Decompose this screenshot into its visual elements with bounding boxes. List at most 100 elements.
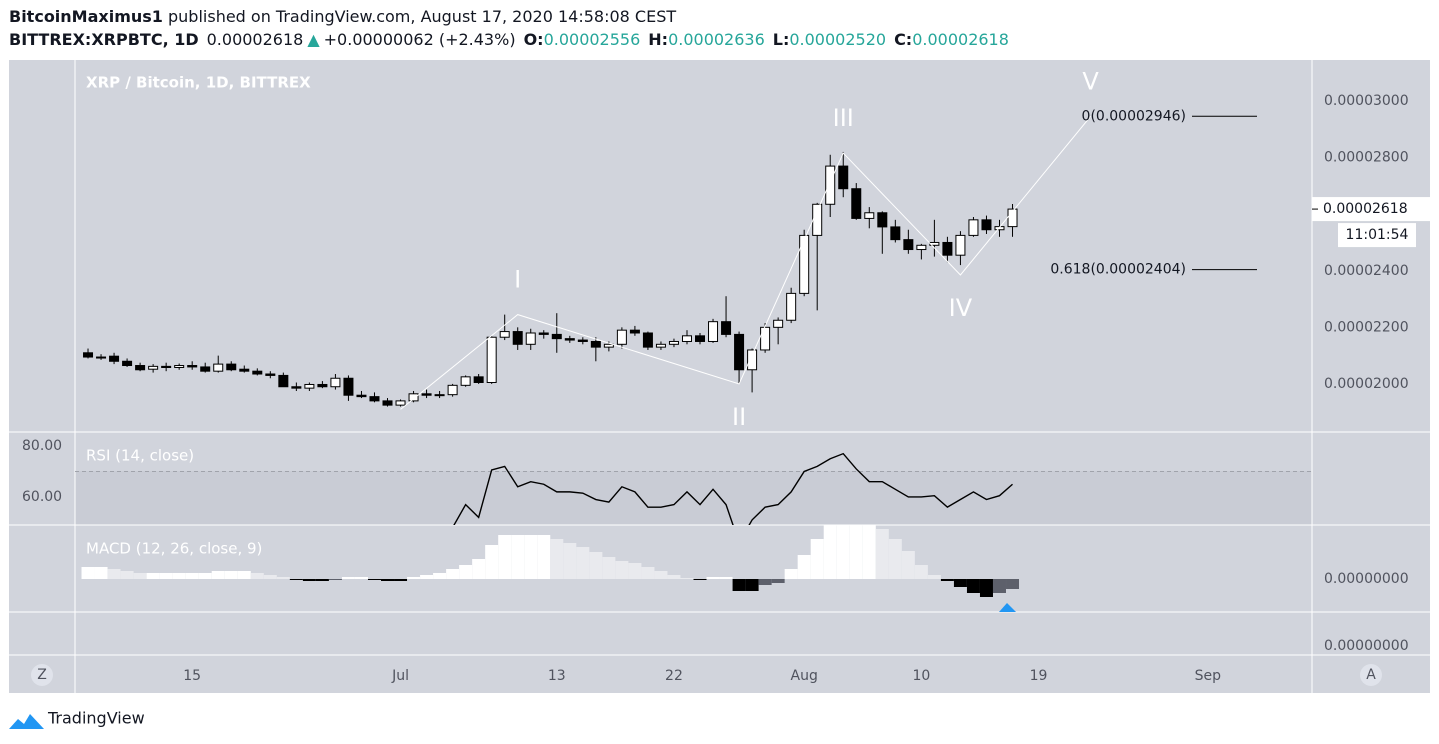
macd-bar	[615, 561, 629, 579]
arrow: ▲	[307, 30, 320, 49]
candle-body	[668, 340, 679, 345]
macd-bar	[354, 577, 368, 579]
x-tick-label: 22	[665, 668, 683, 684]
macd-bar	[927, 575, 941, 579]
candle-body	[395, 400, 406, 406]
candle-body	[799, 234, 810, 294]
y-tick-label: 0.00000000	[1324, 571, 1409, 587]
macd-bar	[953, 579, 967, 587]
button-label[interactable]: Z	[37, 667, 47, 683]
macd-bar	[784, 569, 798, 579]
macd-bar	[914, 565, 928, 579]
macd-bar	[511, 535, 525, 579]
macd-bar	[498, 535, 512, 579]
price-box	[1312, 197, 1430, 222]
macd-bar	[381, 579, 395, 581]
candle-body	[551, 333, 562, 340]
candle-body	[148, 365, 159, 370]
candle-body	[877, 212, 888, 228]
macd-bar	[237, 571, 251, 579]
macd-bar	[263, 575, 277, 579]
macd-bar	[524, 535, 538, 579]
candle-body	[408, 393, 419, 402]
countdown: 11:01:54	[1346, 227, 1409, 243]
candle-body	[525, 332, 536, 345]
candle-body	[942, 241, 953, 256]
candle-body	[239, 368, 250, 372]
macd-bar	[680, 578, 694, 579]
candle-body	[747, 349, 758, 371]
candle-body	[187, 365, 198, 368]
macd-bar	[446, 569, 460, 579]
button[interactable]	[31, 664, 53, 686]
macd-bar	[901, 551, 915, 579]
macd-bar	[224, 571, 238, 579]
macd-bar	[875, 529, 889, 579]
candle-body	[512, 331, 523, 345]
candle-body	[629, 329, 640, 334]
macd-bar	[107, 569, 121, 579]
candle-body	[864, 212, 875, 219]
y-tick-label: 80.00	[22, 438, 62, 454]
candle-body	[447, 384, 458, 396]
last: 0.00002618	[207, 30, 304, 49]
button-label[interactable]: A	[1366, 667, 1376, 683]
macd-bar	[654, 571, 668, 579]
candle-body	[708, 321, 719, 342]
wave-label: I	[514, 266, 521, 294]
macd-bar	[433, 573, 447, 579]
y-tick-label: 60.00	[22, 489, 62, 505]
macd-bar	[823, 525, 837, 579]
x-tick-label: Aug	[791, 668, 818, 684]
candle-body	[278, 374, 289, 388]
macd-bar	[979, 579, 993, 597]
rsi-title: RSI (14, close)	[86, 447, 194, 465]
macd-bar	[394, 579, 408, 581]
macd-bar	[992, 579, 1006, 593]
macd-bar	[133, 573, 147, 579]
macd-bar	[693, 579, 707, 580]
macd-bar	[185, 573, 199, 579]
candle-body	[981, 219, 992, 231]
wave-line	[400, 115, 1092, 410]
macd-bar	[862, 525, 876, 579]
pane	[83, 151, 1018, 407]
macd-bar	[602, 557, 616, 579]
candle-body	[122, 360, 133, 367]
candle-body	[486, 336, 497, 383]
candle-body	[213, 363, 224, 372]
candle-body	[655, 343, 666, 348]
button[interactable]	[1360, 664, 1382, 686]
candle-body	[317, 383, 328, 388]
candle-body	[200, 366, 211, 372]
ohlc: O:0.00002556 H:0.00002636 L:0.00002520 C:0.…	[524, 30, 1009, 49]
macd-bar	[328, 579, 342, 580]
fib-label: 0.618(0.00002404)	[1050, 262, 1186, 278]
ohlc-value: 0.00002636	[668, 30, 765, 49]
fib-label: 0(0.00002946)	[1082, 108, 1186, 124]
candle-body	[499, 331, 510, 338]
macd-bar	[836, 525, 850, 579]
y-tick-label: 0.00002000	[1324, 376, 1409, 392]
candle-body	[226, 363, 237, 371]
macd-bar	[706, 577, 720, 579]
candle-body	[786, 292, 797, 321]
candle-body	[538, 332, 549, 335]
countdown-box	[1338, 223, 1416, 248]
candle-body	[903, 239, 914, 251]
candle-body	[603, 343, 614, 348]
ohlc-value: 0.00002556	[544, 30, 641, 49]
ohlc-key: C:	[894, 30, 912, 49]
candle-body	[369, 396, 380, 402]
macd-bar	[810, 539, 824, 579]
price-label: 0.00002618	[1323, 201, 1408, 217]
candle-body	[734, 333, 745, 371]
brand: TradingView	[47, 709, 145, 728]
alert-marker	[999, 603, 1016, 612]
macd-bar	[485, 545, 499, 579]
macd-bar	[576, 547, 590, 579]
author: BitcoinMaximus1	[9, 7, 163, 26]
symbol: BITTREX:XRPBTC, 1D	[9, 30, 199, 49]
candle-body	[304, 383, 315, 389]
macd-bar	[667, 575, 681, 579]
